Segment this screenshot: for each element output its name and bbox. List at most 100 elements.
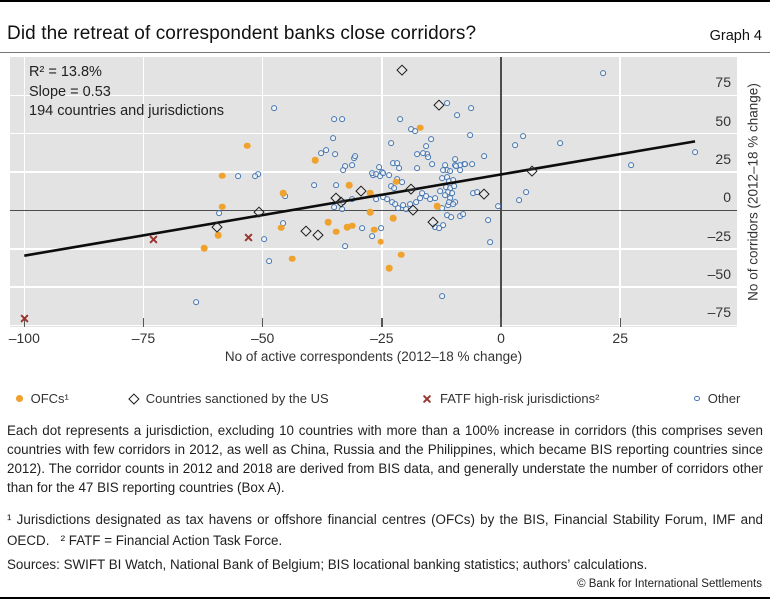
scatter-point: [366, 208, 374, 216]
scatter-point: [211, 221, 223, 233]
open-diamond-legend-icon: [128, 393, 140, 405]
scatter-point: [355, 185, 367, 197]
scatter-point: [348, 222, 356, 230]
scatter-point: [449, 176, 456, 183]
chart-note-text: Each dot represents a jurisdiction, excl…: [7, 423, 763, 495]
scatter-point: [436, 224, 442, 231]
scatter-point: [628, 161, 635, 168]
red-x-legend-icon: [422, 394, 432, 404]
chart-sources: Sources: SWIFT BI Watch, National Bank o…: [7, 557, 648, 572]
scatter-point: [459, 211, 466, 217]
y-tick-label: 0: [723, 189, 731, 206]
scatter-point: [520, 132, 526, 139]
scatter-point: [433, 202, 441, 210]
scatter-point: [462, 161, 469, 167]
axis-tick: [142, 318, 145, 327]
scatter-point: [417, 194, 423, 201]
axis-tick: [261, 318, 264, 327]
scatter-point: [439, 167, 446, 173]
scatter-point: [526, 165, 538, 177]
scatter-point: [218, 172, 226, 180]
axis-tick: [619, 318, 621, 327]
chart-footnotes: ¹ Jurisdictions designated as tax havens…: [7, 512, 763, 548]
scatter-point: [271, 104, 277, 111]
scatter-point: [252, 172, 258, 179]
regression-annotation: R² = 13.8% Slope = 0.53 194 countries an…: [29, 63, 224, 122]
r-squared-label: R² = 13.8%: [29, 64, 102, 80]
legend-label: OFCs¹: [30, 391, 69, 407]
scatter-point: [450, 182, 457, 189]
scatter-point: [330, 134, 337, 141]
scatter-point: [405, 183, 417, 195]
scatter-point: [349, 195, 356, 202]
scatter-point: [331, 203, 338, 210]
scatter-point: [20, 313, 29, 323]
scatter-point: [311, 156, 319, 164]
scatter-point: [244, 142, 251, 150]
scatter-point: [193, 299, 200, 305]
scatter-point: [339, 115, 346, 122]
scatter-point: [397, 115, 403, 122]
x-tick-label: –75: [131, 330, 156, 346]
scatter-point: [480, 152, 487, 159]
x-axis-title: No of active correspondents (2012–18 % c…: [224, 349, 523, 364]
scatter-point: [557, 140, 564, 146]
legend-item: FATF high-risk jurisdictions²: [422, 390, 599, 408]
copyright-notice: © Bank for International Settlements: [577, 578, 762, 590]
scatter-point: [448, 213, 454, 220]
legend-item: Countries sanctioned by the US: [128, 390, 329, 408]
scatter-point: [369, 232, 376, 239]
scatter-point: [342, 243, 349, 249]
sample-size-label: 194 countries and jurisdictions: [29, 103, 225, 119]
scatter-point: [288, 255, 296, 263]
scatter-point: [300, 225, 312, 237]
scatter-point: [487, 238, 493, 245]
y-tick-label: 75: [715, 74, 731, 91]
axis-tick: [23, 318, 25, 327]
x-tick-label: –100: [8, 330, 40, 346]
scatter-point: [396, 165, 402, 171]
scatter-point: [444, 99, 451, 106]
axis-tick: [500, 318, 502, 327]
gridline: [10, 286, 737, 288]
scatter-point: [428, 136, 434, 142]
scatter-point: [324, 218, 332, 226]
legend-item: OFCs¹: [16, 390, 69, 408]
scatter-point: [469, 161, 475, 167]
x-tick-label: –50: [250, 330, 275, 346]
y-tick-label: 50: [715, 112, 731, 129]
zero-reference-line-vertical: [500, 57, 502, 327]
scatter-point: [419, 149, 426, 156]
y-axis-title: No of corridors (2012–18 % change): [745, 83, 761, 301]
scatter-point: [385, 264, 393, 272]
scatter-point: [279, 189, 287, 197]
scatter-point: [332, 228, 340, 236]
scatter-point: [266, 257, 273, 264]
scatter-point: [216, 209, 223, 216]
scatter-point: [452, 155, 459, 162]
scatter-point: [423, 142, 430, 149]
zero-reference-line-horizontal: [10, 209, 737, 212]
scatter-point: [370, 226, 378, 234]
scatter-point: [397, 251, 405, 259]
scatter-point: [387, 140, 394, 146]
scatter-point: [433, 99, 445, 111]
x-tick-label: 0: [497, 330, 505, 346]
scatter-point: [349, 161, 356, 168]
scatter-point: [389, 214, 397, 222]
scatter-point: [396, 64, 408, 76]
scatter-point: [467, 132, 473, 138]
scatter-point: [235, 172, 242, 179]
scatter-point: [261, 236, 267, 242]
chart-legend: OFCs¹ Countries sanctioned by the US FATF …: [0, 390, 770, 408]
scatter-point: [366, 189, 374, 197]
legend-label: FATF high-risk jurisdictions²: [440, 391, 600, 407]
scatter-point: [428, 161, 435, 167]
scatter-point: [373, 195, 380, 202]
graph-number-label: Graph 4: [709, 28, 762, 44]
scatter-point: [432, 194, 439, 201]
scatter-point: [323, 146, 329, 153]
scatter-point: [416, 124, 424, 132]
x-tick-label: 25: [612, 330, 628, 346]
